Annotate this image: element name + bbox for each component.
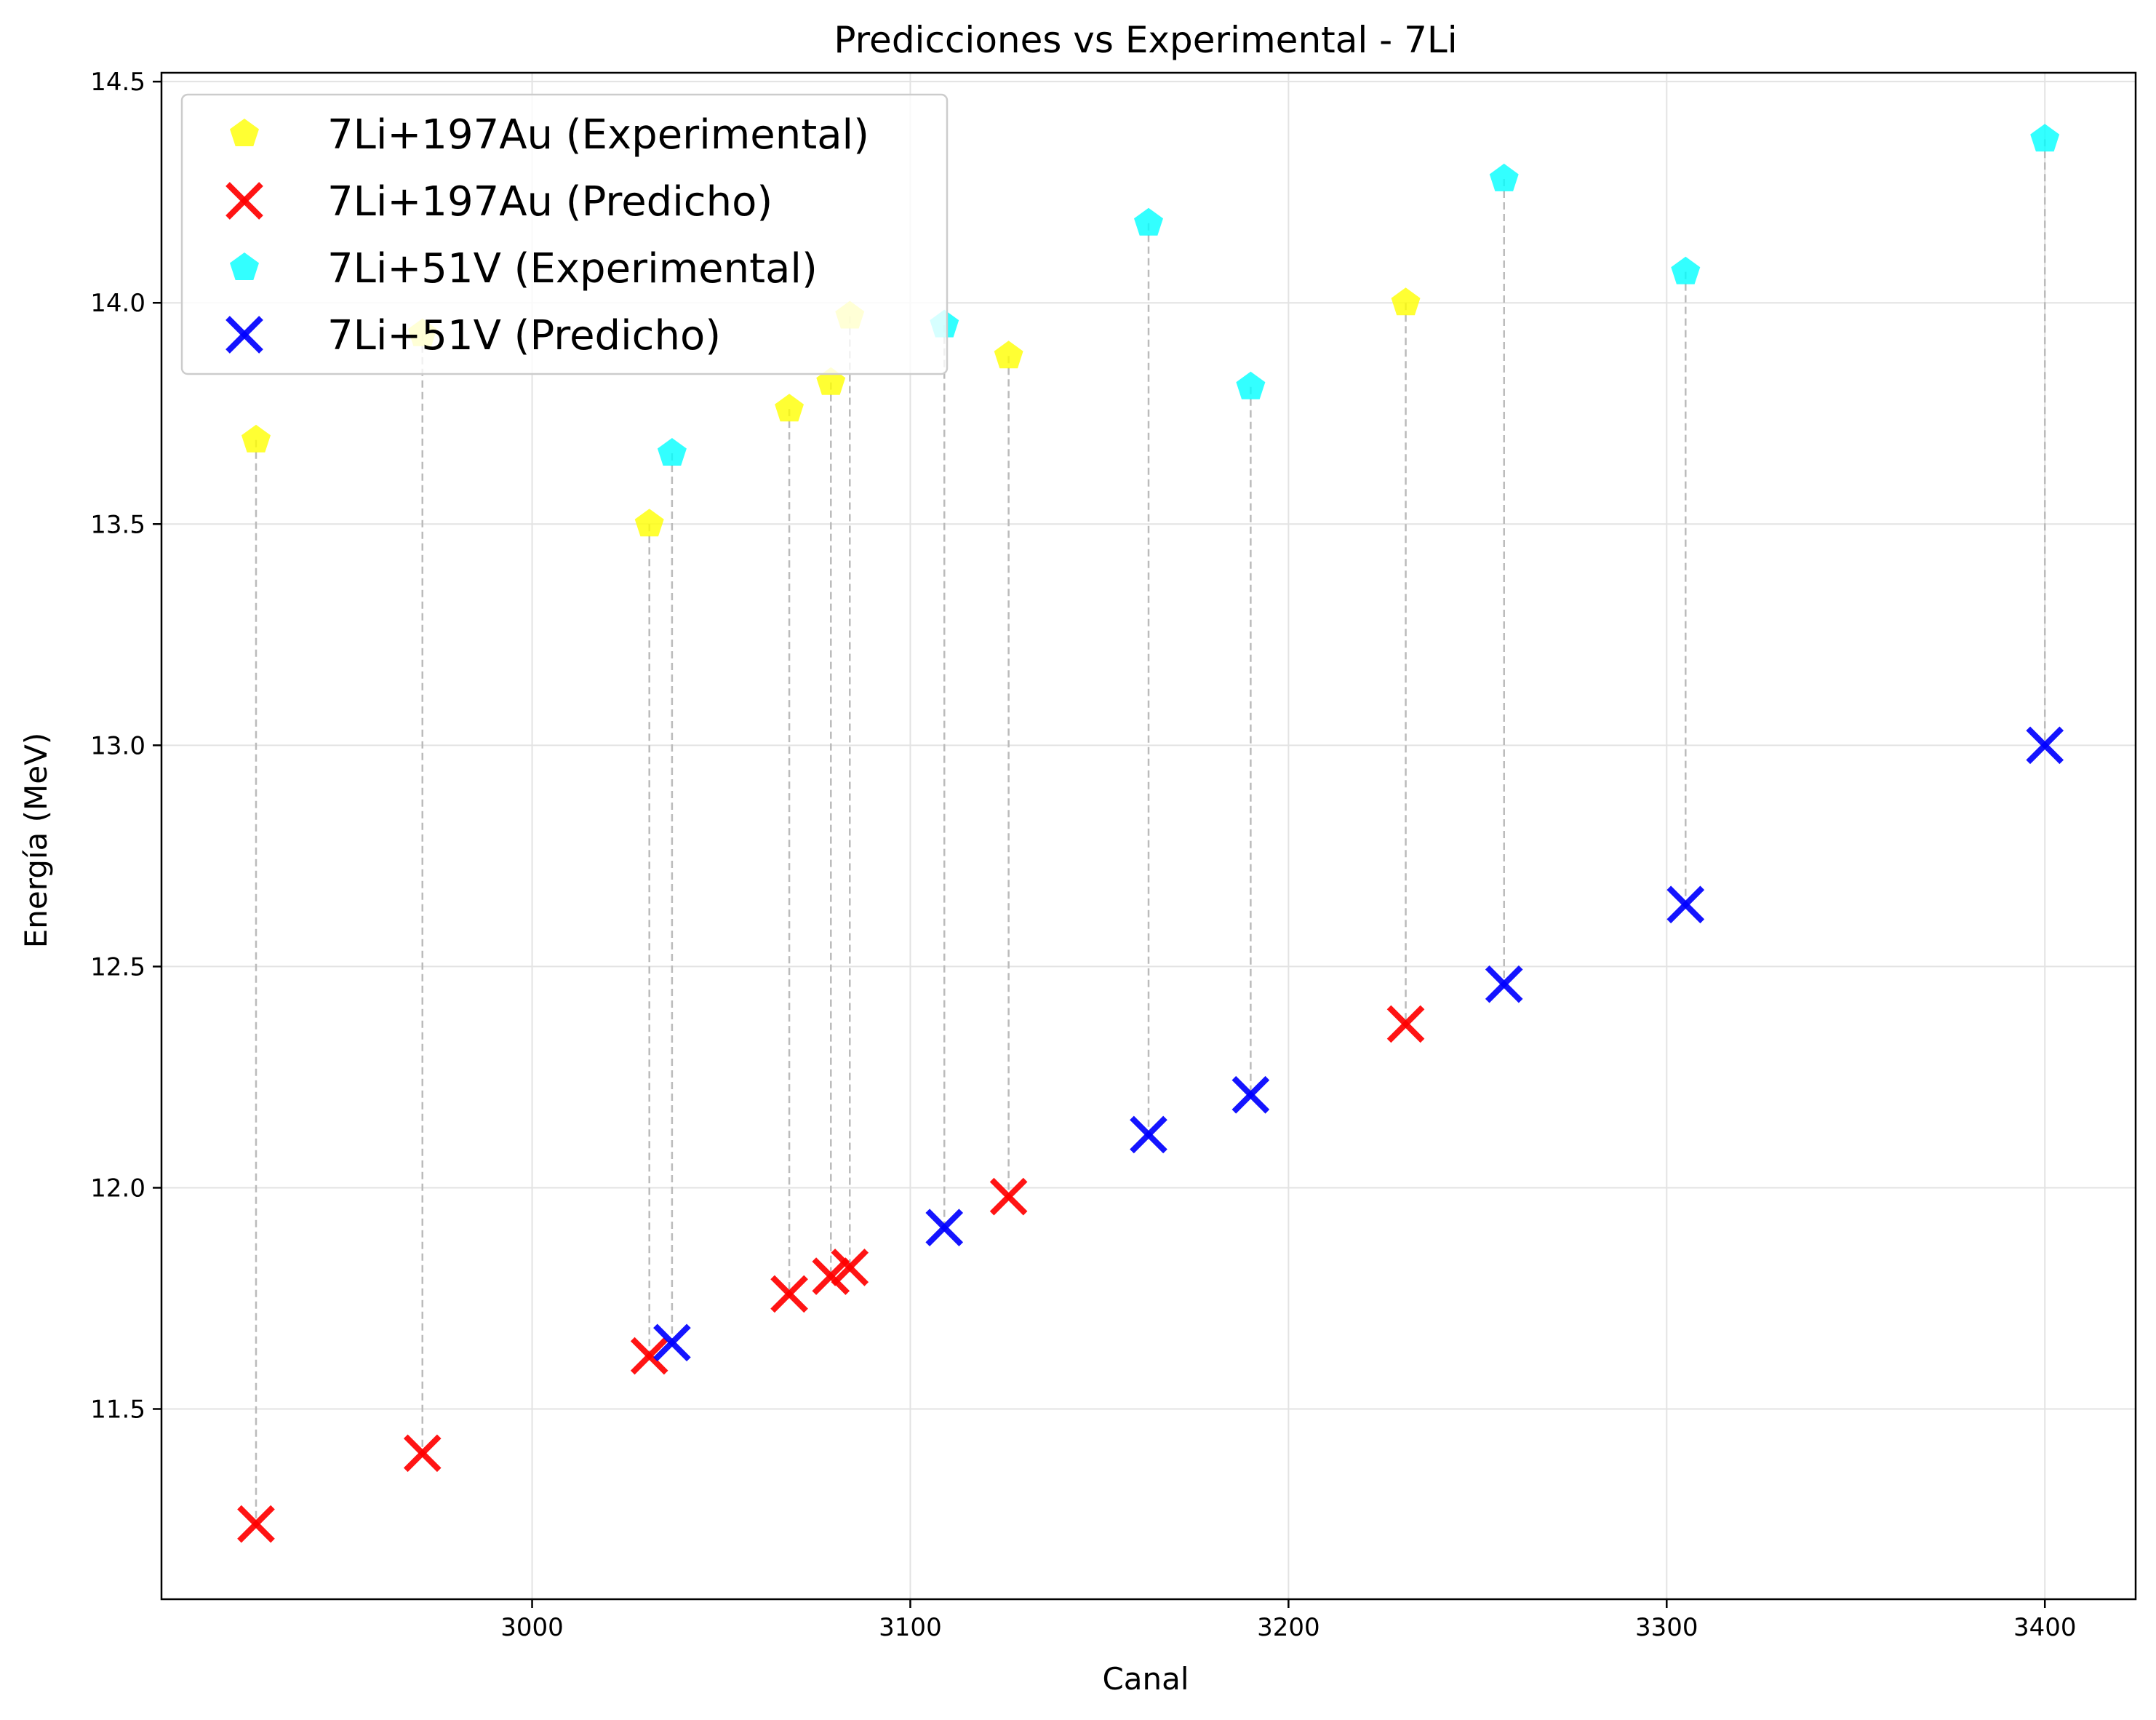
predicted-point-stroke <box>237 1505 275 1543</box>
x-tick-label: 3100 <box>879 1613 942 1642</box>
experimental-point <box>775 394 804 422</box>
y-tick-label: 13.0 <box>90 731 145 760</box>
axis-ticks: 3000 3100 3200 3300 3400 11.5 12.0 12.5 13.0 13.5… <box>90 68 2076 1642</box>
legend: 7Li+197Au (Experimental) 7Li+197Au (Predi… <box>180 93 949 375</box>
experimental-point <box>634 509 664 537</box>
predicted-point <box>989 1177 1028 1216</box>
predicted-point <box>925 1209 964 1247</box>
predicted-point <box>1386 1005 1425 1043</box>
predicted-point-stroke <box>1485 965 1523 1003</box>
predicted-point-stroke <box>1130 1115 1167 1154</box>
legend-label: 7Li+197Au (Experimental) <box>327 111 869 159</box>
grid <box>161 73 2136 1599</box>
legend-marker-stroke <box>225 182 263 220</box>
predicted-point <box>1130 1115 1167 1154</box>
predicted-point <box>653 1323 691 1362</box>
predicted-point <box>831 1249 869 1286</box>
y-tick-label: 12.0 <box>90 1174 145 1203</box>
predicted-point-stroke <box>812 1257 850 1295</box>
legend-box <box>180 93 949 375</box>
experimental-point <box>1671 256 1701 284</box>
legend-marker <box>230 119 259 146</box>
predicted-point <box>812 1257 850 1295</box>
predicted-point-stroke <box>925 1209 964 1247</box>
predicted-point <box>1666 885 1705 924</box>
x-axis-title: Canal <box>1102 1661 1189 1697</box>
predicted-point-stroke <box>1231 1075 1270 1114</box>
chart-title: Predicciones vs Experimental - 7Li <box>834 19 1457 61</box>
predicted-point-stroke <box>2026 726 2064 765</box>
predicted-point-stroke <box>653 1323 691 1362</box>
y-tick-label: 14.0 <box>90 289 145 318</box>
predicted-point <box>403 1434 442 1473</box>
predicted-point-stroke <box>989 1177 1028 1216</box>
legend-label: 7Li+51V (Predicho) <box>327 312 721 359</box>
predicted-point <box>770 1275 808 1313</box>
experimental-point <box>1489 163 1519 191</box>
experimental-point <box>1134 207 1163 236</box>
predicted-point-stroke <box>403 1434 442 1473</box>
predicted-point <box>237 1505 275 1543</box>
legend-marker <box>230 252 259 280</box>
experimental-point <box>994 341 1023 369</box>
y-tick-label: 13.5 <box>90 510 145 539</box>
predicted-point <box>1231 1075 1270 1114</box>
predicted-point <box>2026 726 2064 765</box>
experimental-point <box>1236 371 1266 399</box>
y-tick-label: 11.5 <box>90 1395 145 1425</box>
y-tick-label: 12.5 <box>90 952 145 982</box>
x-tick-label: 3400 <box>2013 1613 2077 1642</box>
experimental-point <box>2030 124 2060 152</box>
legend-label: 7Li+51V (Experimental) <box>327 245 818 292</box>
predicted-point-stroke <box>770 1275 808 1313</box>
x-tick-label: 3000 <box>500 1613 564 1642</box>
legend-marker <box>225 182 263 220</box>
experimental-point <box>657 438 687 466</box>
legend-label: 7Li+197Au (Predicho) <box>327 178 772 226</box>
predicted-point <box>1485 965 1523 1003</box>
predicted-point-stroke <box>831 1249 869 1286</box>
connector-lines <box>255 139 2046 1524</box>
predicted-point-stroke <box>630 1337 668 1375</box>
experimental-point <box>1391 287 1421 316</box>
legend-marker <box>225 316 263 354</box>
y-axis-title: Energía (MeV) <box>18 733 54 949</box>
y-tick-label: 14.5 <box>90 68 145 97</box>
predicted-point-stroke <box>1386 1005 1425 1043</box>
legend-marker-stroke <box>225 316 263 354</box>
plot-frame <box>160 71 2137 1601</box>
data-marks <box>237 124 2064 1543</box>
x-tick-label: 3200 <box>1257 1613 1320 1642</box>
x-tick-label: 3300 <box>1635 1613 1698 1642</box>
experimental-point <box>241 424 271 453</box>
predicted-point-stroke <box>1666 885 1705 924</box>
predicted-point <box>630 1337 668 1375</box>
